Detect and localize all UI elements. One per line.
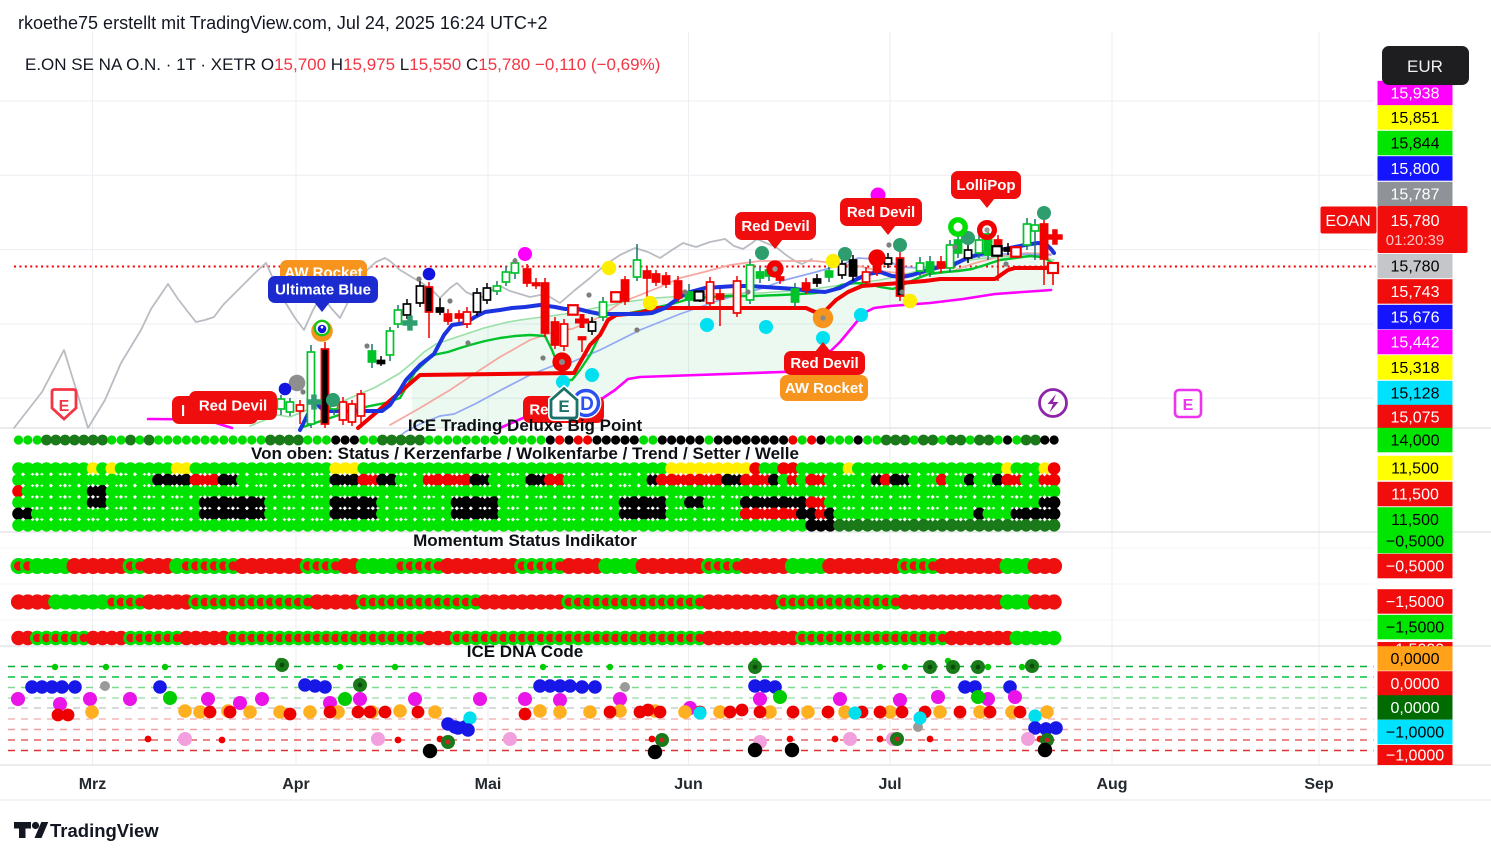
- svg-text:14,000: 14,000: [1391, 433, 1440, 450]
- svg-text:01:20:39: 01:20:39: [1386, 232, 1444, 249]
- svg-text:−0,5000: −0,5000: [1386, 559, 1444, 576]
- svg-text:E.ON SE NA O.N. · 1T · XETR O: E.ON SE NA O.N. · 1T · XETR O15,700 H15,…: [25, 55, 660, 74]
- svg-text:Red Devil: Red Devil: [790, 355, 858, 372]
- svg-text:Von oben: Status / Kerzenfarbe: Von oben: Status / Kerzenfarbe / Wolkenf…: [251, 444, 799, 463]
- svg-text:15,800: 15,800: [1391, 161, 1440, 178]
- svg-text:−1,5000: −1,5000: [1386, 620, 1444, 637]
- svg-text:E: E: [1183, 397, 1194, 414]
- svg-text:15,780: 15,780: [1391, 259, 1440, 276]
- svg-text:EUR: EUR: [1407, 57, 1443, 76]
- svg-text:15,844: 15,844: [1391, 136, 1440, 153]
- svg-text:0,0000: 0,0000: [1391, 700, 1440, 717]
- svg-text:Jun: Jun: [674, 776, 702, 793]
- svg-text:15,743: 15,743: [1391, 284, 1440, 301]
- svg-text:Red Devil: Red Devil: [741, 218, 809, 235]
- svg-text:Momentum Status Indikator: Momentum Status Indikator: [413, 531, 637, 550]
- svg-text:E: E: [558, 397, 569, 416]
- svg-text:Red Devil: Red Devil: [199, 398, 267, 415]
- svg-text:15,676: 15,676: [1391, 310, 1440, 327]
- svg-text:15,787: 15,787: [1391, 187, 1440, 204]
- svg-text:Aug: Aug: [1096, 776, 1127, 793]
- svg-text:−1,0000: −1,0000: [1386, 748, 1444, 765]
- svg-text:rkoethe75 erstellt mit Trading: rkoethe75 erstellt mit TradingView.com, …: [18, 13, 547, 33]
- svg-text:TradingView: TradingView: [50, 820, 159, 841]
- svg-text:LolliPop: LolliPop: [956, 177, 1015, 194]
- svg-text:15,938: 15,938: [1391, 86, 1440, 103]
- svg-text:11,500: 11,500: [1391, 487, 1439, 504]
- svg-text:ICE DNA Code: ICE DNA Code: [467, 642, 584, 661]
- svg-text:l: l: [181, 403, 185, 420]
- svg-text:0,0000: 0,0000: [1391, 676, 1440, 693]
- svg-text:ICE Trading Deluxe Big Point: ICE Trading Deluxe Big Point: [408, 416, 643, 435]
- svg-text:0,0000: 0,0000: [1391, 651, 1440, 668]
- svg-text:11,500: 11,500: [1391, 512, 1439, 529]
- svg-text:−1,5000: −1,5000: [1386, 594, 1444, 611]
- svg-text:15,075: 15,075: [1391, 410, 1440, 427]
- svg-text:D: D: [580, 394, 594, 415]
- svg-text:Ultimate Blue: Ultimate Blue: [275, 282, 371, 299]
- svg-text:Mrz: Mrz: [79, 776, 107, 793]
- svg-text:15,851: 15,851: [1391, 110, 1440, 127]
- svg-text:15,128: 15,128: [1391, 386, 1440, 403]
- svg-text:15,442: 15,442: [1391, 335, 1440, 352]
- svg-text:−1,0000: −1,0000: [1386, 725, 1444, 742]
- svg-text:Apr: Apr: [282, 776, 310, 793]
- svg-text:15,318: 15,318: [1391, 360, 1440, 377]
- svg-text:Jul: Jul: [878, 776, 901, 793]
- svg-text:EOAN: EOAN: [1325, 213, 1370, 230]
- svg-text:15,780: 15,780: [1391, 213, 1440, 230]
- svg-text:E: E: [59, 398, 70, 415]
- svg-text:Sep: Sep: [1304, 776, 1334, 793]
- svg-text:11,500: 11,500: [1391, 461, 1439, 478]
- svg-text:AW Rocket: AW Rocket: [785, 380, 863, 397]
- svg-text:Mai: Mai: [475, 776, 502, 793]
- svg-text:−0,5000: −0,5000: [1386, 534, 1444, 551]
- svg-text:Red Devil: Red Devil: [847, 204, 915, 221]
